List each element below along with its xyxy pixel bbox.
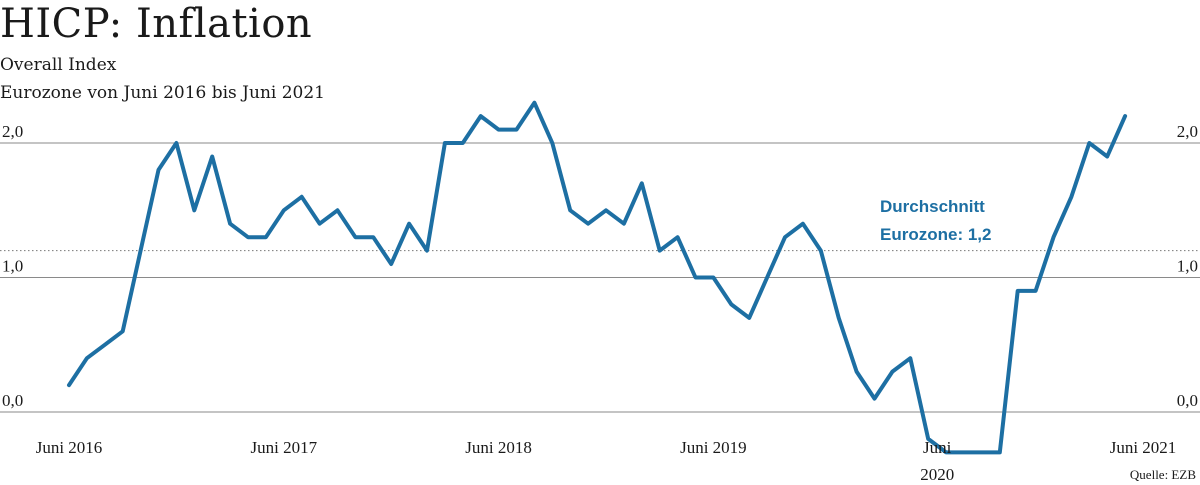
y-axis-left: 0,0 1,0 2,0 (2, 122, 23, 410)
x-tick-label: Juni 2021 (1110, 438, 1177, 457)
x-tick-label: 2020 (920, 465, 954, 484)
x-tick-label: Juni 2018 (465, 438, 532, 457)
y-tick-label-right: 2,0 (1177, 122, 1198, 141)
x-tick-label: Juni (923, 438, 952, 457)
inflation-series-line (67, 100, 1128, 455)
y-tick-label-left: 2,0 (2, 122, 23, 141)
x-tick-label: Juni 2019 (680, 438, 747, 457)
grid-lines (0, 142, 1200, 413)
chart-title: HICP: Inflation (0, 1, 313, 47)
x-tick-label: Juni 2017 (251, 438, 318, 457)
series-lines (67, 100, 1128, 455)
average-label-line1: Durchschnitt (880, 197, 985, 216)
y-axis-right: 0,0 1,0 2,0 (1177, 122, 1198, 410)
average-label-line2: Eurozone: 1,2 (880, 225, 991, 244)
y-tick-label-left: 1,0 (2, 257, 23, 276)
chart-subtitle-index: Overall Index (0, 55, 117, 75)
y-tick-label-right: 0,0 (1177, 391, 1198, 410)
source-note: Quelle: EZB (1130, 467, 1196, 482)
x-tick-label: Juni 2016 (36, 438, 103, 457)
x-axis-labels: Juni 2016 Juni 2017 Juni 2018 Juni 2019 Juni… (36, 438, 1177, 484)
y-tick-label-right: 1,0 (1177, 257, 1198, 276)
chart-subtitle-range: Eurozone von Juni 2016 bis Juni 2021 (0, 83, 326, 103)
y-tick-label-left: 0,0 (2, 391, 23, 410)
